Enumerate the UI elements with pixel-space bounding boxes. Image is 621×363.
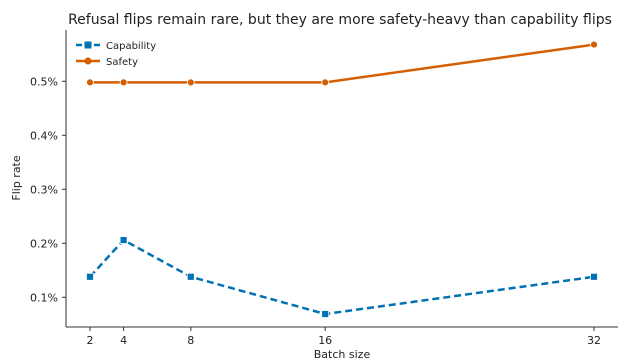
data-point — [186, 272, 195, 281]
data-point — [186, 78, 195, 87]
x-axis: 2 4 8 16 32 — [66, 326, 618, 347]
data-point — [86, 272, 94, 281]
x-tick-label: 32 — [587, 334, 601, 347]
series-layer — [86, 40, 598, 318]
legend-marker — [84, 57, 92, 65]
data-point — [590, 40, 598, 49]
x-tick-label: 4 — [120, 334, 127, 347]
y-tick-label: 0.5% — [30, 75, 58, 88]
y-tick-label: 0.2% — [30, 237, 58, 250]
legend-label: Capability — [106, 41, 156, 52]
legend: Capability Safety — [76, 41, 156, 68]
y-tick-label: 0.1% — [30, 291, 58, 304]
x-tick-label: 16 — [318, 334, 332, 347]
data-point — [119, 236, 128, 244]
data-point — [321, 310, 330, 318]
x-tick-label: 2 — [87, 334, 94, 347]
series-line — [90, 43, 595, 84]
x-tick-label: 8 — [187, 334, 194, 347]
x-ticks: 2 4 8 16 32 — [87, 327, 601, 347]
legend-item: Safety — [76, 57, 138, 68]
y-tick-label: 0.3% — [30, 183, 58, 196]
legend-marker — [84, 41, 92, 49]
data-point — [119, 78, 128, 87]
y-axis: 0.1% 0.2% 0.3% 0.4% 0.5% — [30, 30, 67, 327]
series-line — [89, 238, 595, 316]
series-safety — [86, 40, 598, 87]
x-axis-label: Batch size — [314, 348, 371, 361]
data-point — [590, 272, 598, 281]
y-axis-label: Flip rate — [10, 155, 23, 200]
legend-label: Safety — [106, 57, 138, 68]
y-ticks: 0.1% 0.2% 0.3% 0.4% 0.5% — [30, 75, 66, 304]
data-point — [86, 78, 94, 87]
chart-title: Refusal flips remain rare, but they are … — [68, 12, 612, 28]
data-point — [321, 78, 330, 87]
y-tick-label: 0.4% — [30, 129, 58, 142]
series-capability — [86, 236, 598, 318]
legend-item: Capability — [76, 41, 156, 52]
